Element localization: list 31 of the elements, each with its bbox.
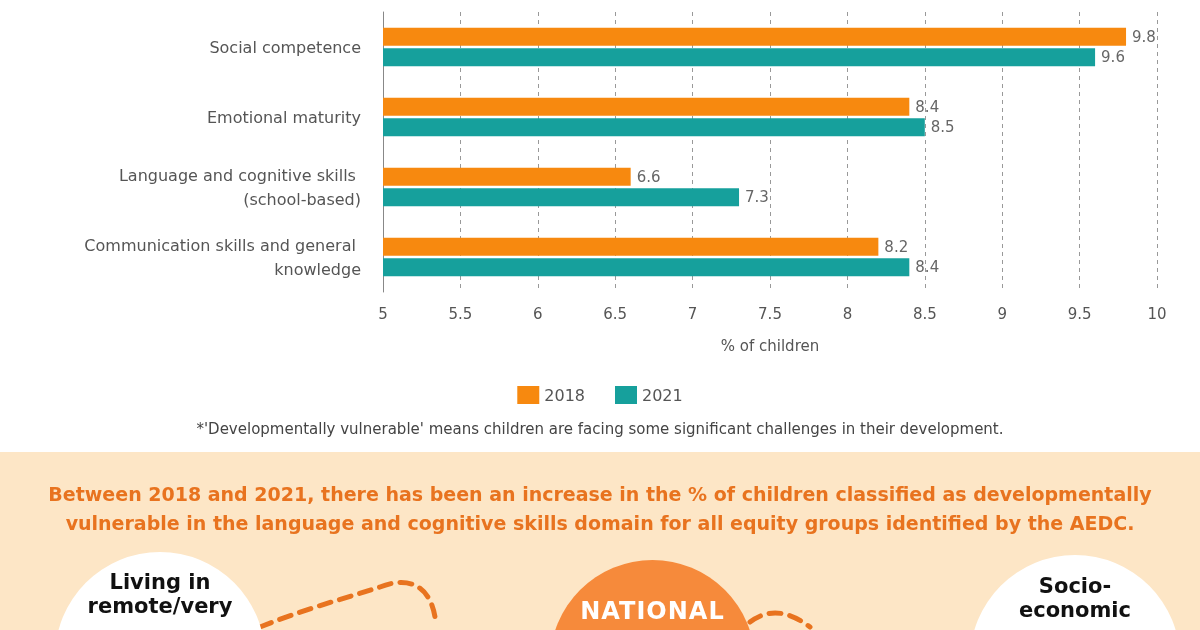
x-tick-label: 9: [997, 304, 1007, 323]
y-tick-label: Social competence: [209, 37, 361, 57]
data-label: 8.4: [915, 258, 940, 277]
text: Living in remote/very: [86, 570, 234, 618]
x-tick-label: 9.5: [1067, 304, 1092, 323]
text: Between 2018 and 2021, there has been an increase in the % of children classified as developmentally vulnerable in the language and cognitive skills domain for all equity groups identified by the AEDC.: [47, 482, 1153, 536]
data-label: 7.3: [745, 188, 769, 207]
x-tick-label: 8: [842, 304, 853, 323]
data-label: 8.2: [884, 237, 909, 256]
text: *'Developmentally vulnerable' means children are facing some significant challenges in their development.: [195, 420, 1005, 438]
data-label: 8.5: [930, 118, 955, 137]
x-tick-label: 7.5: [758, 304, 782, 323]
x-tick-label: 5.5: [448, 304, 473, 323]
y-tick-label: Language and cognitive skills (school-based): [118, 165, 361, 209]
x-tick-label: 8.5: [912, 304, 937, 323]
data-label: 9.6: [1101, 48, 1125, 67]
x-axis-title: % of children: [720, 336, 820, 355]
legend-label: 2021: [642, 385, 683, 405]
y-tick-label: Emotional maturity: [206, 107, 361, 127]
legend-label: 2018: [544, 385, 585, 405]
x-tick-label: 5: [378, 304, 388, 323]
data-label: 6.6: [636, 167, 661, 186]
x-tick-label: 10: [1147, 304, 1167, 323]
x-tick-label: 6: [533, 304, 543, 323]
text: Socio-economic: [1018, 574, 1132, 622]
y-tick-label: Communication skills and general knowledge: [84, 235, 361, 279]
data-label: 8.4: [915, 97, 940, 116]
data-label: 9.8: [1132, 27, 1156, 46]
x-tick-label: 6.5: [603, 304, 628, 323]
x-tick-label: 7: [687, 304, 698, 323]
text: NATIONAL: [579, 597, 726, 625]
